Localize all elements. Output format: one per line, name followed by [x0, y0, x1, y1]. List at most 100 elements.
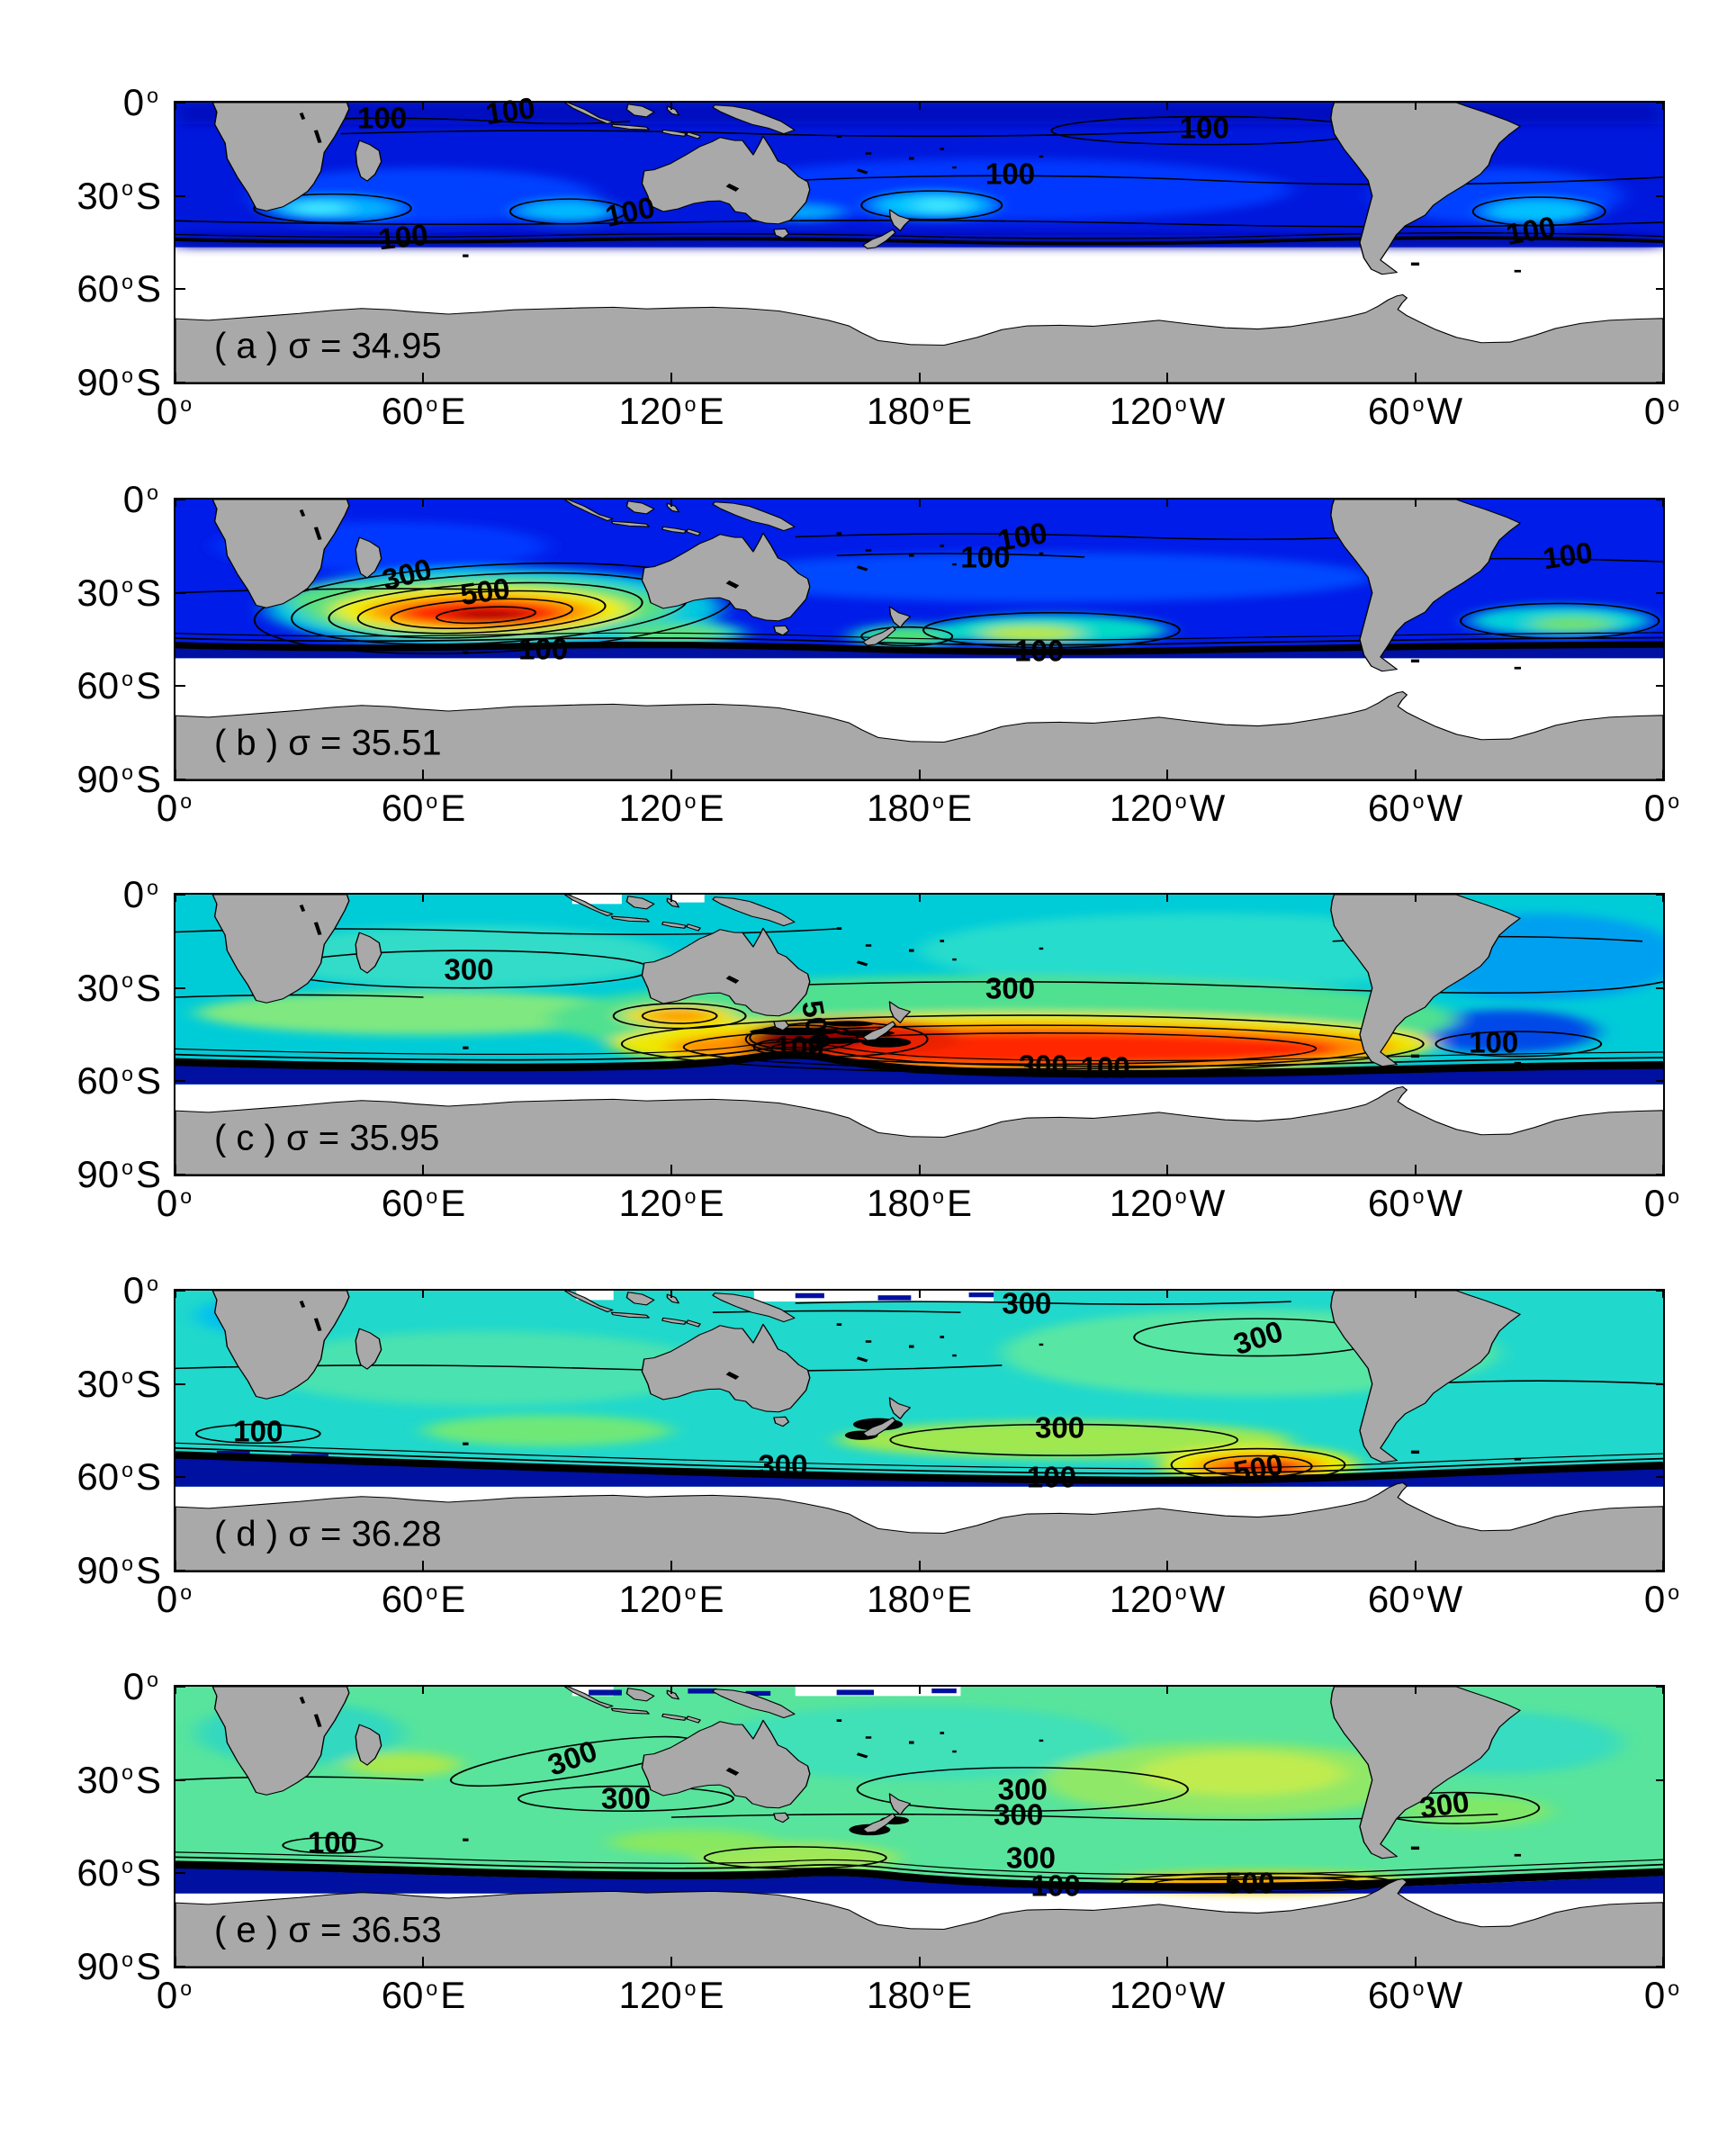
degree-symbol: o: [121, 363, 133, 387]
y-tick-label: 30 oS: [76, 966, 161, 1009]
degree-symbol: o: [1412, 1580, 1425, 1604]
tick-mark: [1662, 500, 1664, 507]
tick-mark: [1414, 1687, 1417, 1694]
tick-mark: [1414, 1561, 1417, 1571]
x-tick-label: 120 oE: [618, 787, 724, 829]
tick-mark: [1656, 1872, 1663, 1875]
x-axis-ticks: 0 o 60 oE 120 oE 180 oE 120 oW 60 oW 0 o: [157, 1967, 1679, 2021]
y-tick-label: 90 oS: [76, 1945, 161, 1987]
x-tick-label: 60 oW: [1367, 1578, 1463, 1620]
degree-symbol: o: [1412, 1184, 1425, 1208]
degree-symbol: o: [180, 1580, 193, 1604]
degree-symbol: o: [147, 1667, 158, 1691]
degree-symbol: o: [121, 1854, 133, 1878]
tick-mark: [1414, 500, 1417, 507]
degree-symbol: o: [1668, 1976, 1680, 2000]
tick-mark: [1656, 194, 1663, 197]
x-tick-label: 120 oE: [618, 1974, 724, 2016]
tick-mark: [422, 103, 425, 110]
degree-symbol: o: [1412, 392, 1425, 416]
tick-mark: [1656, 1778, 1663, 1781]
tick-mark: [1165, 500, 1168, 507]
degree-symbol: o: [1174, 788, 1187, 813]
tick-mark: [422, 770, 425, 779]
degree-symbol: o: [121, 1155, 133, 1179]
tick-mark: [175, 102, 185, 104]
y-tick-label: 30 oS: [76, 174, 161, 217]
tick-mark: [1414, 103, 1417, 110]
tick-mark: [1656, 591, 1663, 594]
panel-label: ( c ) σ = 35.95: [213, 1118, 440, 1158]
panel-label: ( d ) σ = 36.28: [213, 1514, 442, 1554]
y-tick-label: 60 oS: [76, 1851, 161, 1895]
tick-mark: [1414, 770, 1417, 779]
tick-mark: [1165, 1561, 1168, 1571]
dense-contour-band: [175, 632, 1663, 655]
tick-mark: [670, 500, 672, 507]
tick-mark: [175, 591, 185, 594]
x-axis-ticks: 0 o 60 oE 120 oE 180 oE 120 oW 60 oW 0 o: [157, 1175, 1679, 1229]
tick-mark: [1662, 1291, 1664, 1298]
tick-mark: [175, 1966, 185, 1967]
x-tick-label: 60 oE: [381, 1182, 466, 1224]
degree-symbol: o: [121, 1364, 133, 1389]
tick-mark: [175, 373, 176, 383]
degree-symbol: o: [121, 1947, 133, 1971]
y-axis-ticks: 0 o 30 oS 60 oS 90 oS: [0, 478, 175, 800]
tick-mark: [175, 1174, 185, 1175]
x-tick-label: 120 oW: [1109, 787, 1226, 829]
x-tick-label: 180 oE: [867, 1974, 972, 2016]
tick-mark: [1656, 1476, 1663, 1479]
tick-mark: [918, 1165, 921, 1175]
degree-symbol: o: [121, 760, 133, 784]
tick-mark: [1165, 1957, 1168, 1967]
tick-mark: [1165, 103, 1168, 110]
y-tick-label: 90 oS: [76, 758, 161, 800]
tick-mark: [1662, 1687, 1664, 1694]
degree-symbol: o: [1174, 1976, 1187, 2000]
degree-symbol: o: [147, 1271, 158, 1295]
tick-mark: [1656, 1382, 1663, 1385]
tick-mark: [422, 500, 425, 507]
dense-contour-band: [175, 1021, 1663, 1078]
degree-symbol: o: [1412, 1976, 1425, 2000]
tick-mark: [1656, 894, 1663, 896]
degree-symbol: o: [180, 392, 193, 416]
tick-mark: [1656, 102, 1663, 104]
y-axis-ticks: 0 o 30 oS 60 oS 90 oS: [0, 1665, 175, 1987]
y-axis-ticks: 0 o 30 oS 60 oS 90 oS: [0, 873, 175, 1195]
x-tick-label: 60 oW: [1367, 1974, 1463, 2016]
degree-symbol: o: [1174, 1184, 1187, 1208]
x-tick-label: 120 oE: [618, 390, 724, 432]
degree-symbol: o: [147, 875, 158, 899]
tick-mark: [175, 895, 176, 902]
tick-mark: [670, 103, 672, 110]
tick-mark: [1656, 1570, 1663, 1571]
x-tick-label: 60 oW: [1367, 390, 1463, 432]
tick-mark: [175, 1686, 185, 1688]
tick-mark: [422, 1957, 425, 1967]
degree-symbol: o: [121, 1458, 133, 1482]
tick-mark: [918, 1687, 921, 1694]
x-tick-label: 120 oE: [618, 1578, 724, 1620]
tick-mark: [918, 895, 921, 902]
degree-symbol: o: [684, 1184, 697, 1208]
tick-mark: [175, 1382, 185, 1385]
tick-mark: [1656, 1080, 1663, 1083]
tick-mark: [175, 1570, 185, 1571]
degree-symbol: o: [426, 1976, 438, 2000]
degree-symbol: o: [684, 1580, 697, 1604]
tick-mark: [1414, 373, 1417, 383]
tick-mark: [1662, 103, 1664, 110]
tick-mark: [1414, 895, 1417, 902]
tick-mark: [918, 1561, 921, 1571]
